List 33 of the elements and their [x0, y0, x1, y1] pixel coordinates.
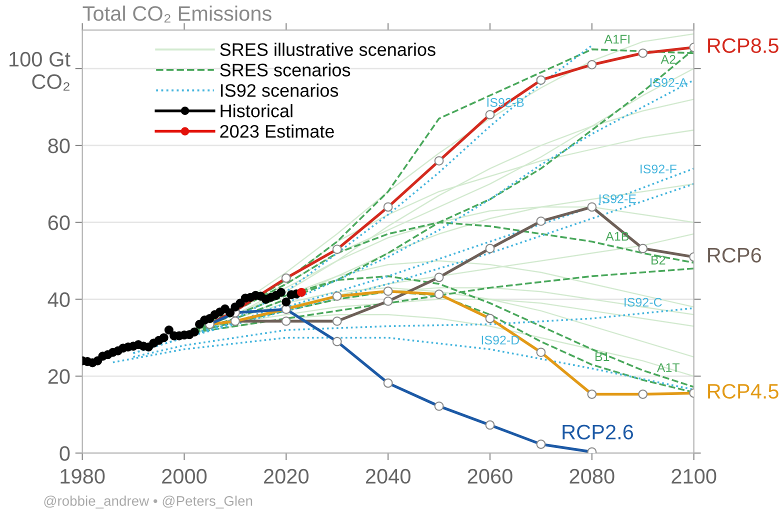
y-tick-label: 0 [60, 446, 70, 461]
annotation: IS92-C [624, 298, 662, 307]
annotation: IS92-F [640, 164, 676, 174]
series-label: RCP8.5 [708, 38, 778, 53]
annotation: A1T [656, 363, 680, 372]
series-label: RCP6 [708, 248, 761, 263]
annotation: A1B [606, 232, 629, 241]
series-label: RCP4.5 [708, 384, 778, 399]
text: @robbie_andrew • @Peters_Glen [44, 496, 252, 508]
x-tick-label: 2040 [366, 468, 410, 484]
y-tick-label: 100 Gt CO₂ [10, 52, 70, 91]
y-tick-label: 20 [48, 369, 70, 384]
annotation: IS92-D [482, 336, 520, 345]
x-tick-label: 2000 [162, 468, 207, 484]
x-tick-label: 2060 [468, 468, 512, 484]
annotation: B1 [595, 352, 610, 361]
x-tick-label: 1980 [60, 468, 105, 484]
y-tick-label: 80 [48, 138, 70, 154]
x-tick-label: 2100 [672, 468, 716, 484]
legend-label: IS92 scenarios [220, 84, 338, 97]
legend-label: SRES scenarios [220, 63, 350, 76]
annotation: A2 [660, 54, 676, 64]
y-tick-label: 60 [48, 215, 70, 230]
annotation: A1FI [604, 34, 630, 44]
legend-label: Historical [220, 104, 292, 118]
y-tick-label: 40 [48, 292, 70, 308]
legend-label: SRES illustrative scenarios [220, 42, 436, 56]
series-label: RCP2.6 [562, 424, 634, 440]
chart-title: Total CO₂ Emissions [82, 6, 272, 22]
x-tick-label: 2080 [570, 468, 614, 484]
annotation: B2 [652, 256, 666, 264]
legend-label: 2023 Estimate [220, 124, 334, 138]
x-tick-label: 2020 [264, 468, 309, 484]
